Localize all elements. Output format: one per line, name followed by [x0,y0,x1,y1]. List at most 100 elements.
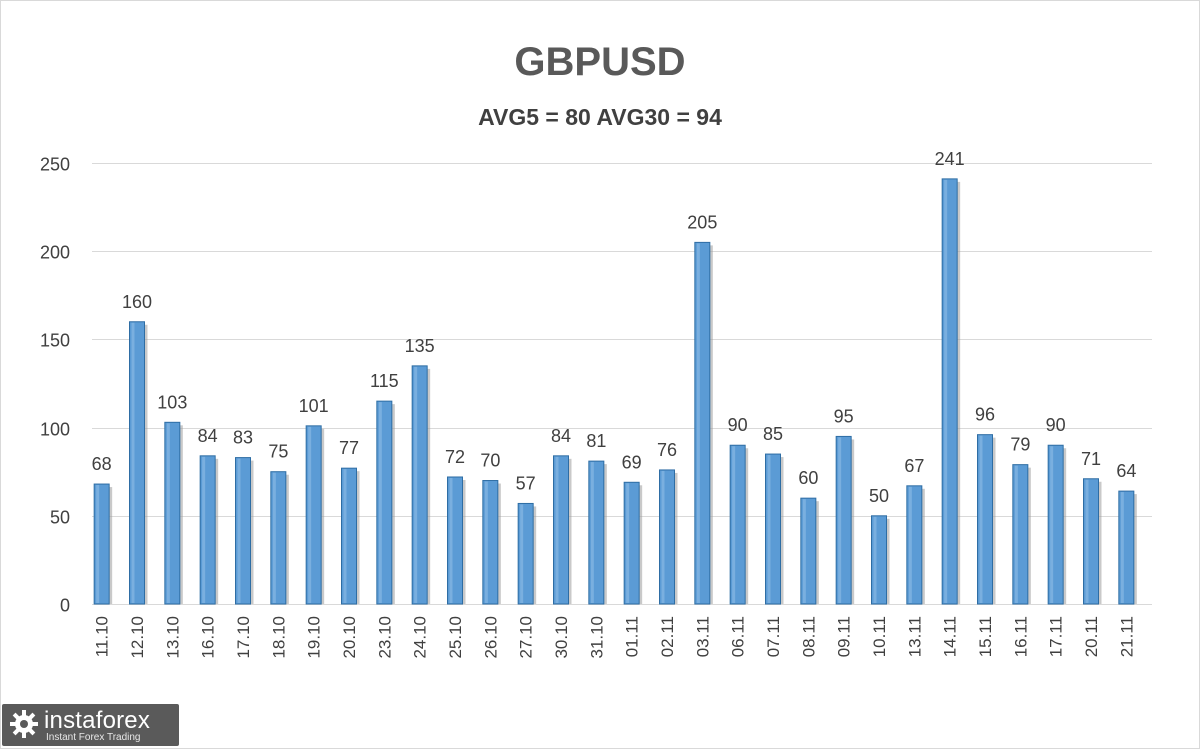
data-label: 84 [551,426,571,446]
data-label: 135 [405,336,435,356]
x-tick-label: 17.11 [1047,616,1066,657]
bar-highlight [520,504,524,603]
watermark-name: instaforex [44,707,151,734]
x-tick-label: 20.10 [340,616,359,659]
bars [93,178,1137,605]
bar-highlight [555,456,559,603]
x-tick-label: 18.10 [269,616,288,659]
data-label: 60 [798,468,818,488]
data-label: 83 [233,428,253,448]
bar-highlight [131,322,135,603]
x-tick-label: 31.10 [587,616,606,659]
bar-highlight [802,499,806,603]
x-tick-label: 20.11 [1082,616,1101,657]
y-tick-label: 150 [40,331,70,351]
data-label: 68 [92,454,112,474]
data-label: 115 [370,371,399,391]
bar-highlight [1050,446,1054,603]
data-label: 160 [122,292,152,312]
x-tick-label: 21.11 [1117,616,1136,657]
bar-highlight [202,456,206,603]
data-label: 64 [1116,461,1136,481]
gridlines [92,163,1152,605]
data-label: 76 [657,440,677,460]
bar-highlight [449,477,453,603]
bar-highlight [626,483,630,603]
bar-highlight [343,469,347,603]
x-tick-label: 13.10 [163,616,182,659]
chart-title: GBPUSD [514,40,686,84]
bar-highlight [944,179,948,603]
data-label: 77 [339,438,359,458]
bar-highlight [838,437,842,603]
bar-highlight [237,458,241,603]
y-tick-label: 250 [40,155,70,175]
y-tick-label: 100 [40,420,70,440]
data-label: 95 [834,406,854,426]
y-tick-label: 50 [50,508,70,528]
data-label: 96 [975,405,995,425]
x-tick-label: 19.10 [305,616,324,659]
x-tick-label: 25.10 [446,616,465,659]
data-label: 90 [728,415,748,435]
chart-subtitle: AVG5 = 80 AVG30 = 94 [478,104,722,130]
x-tick-label: 27.10 [517,616,536,659]
bar-highlight [696,243,700,603]
data-label: 85 [763,424,783,444]
bar-highlight [414,366,418,603]
watermark-tagline: Instant Forex Trading [46,732,141,743]
data-label: 70 [480,451,500,471]
x-tick-label: 13.11 [905,616,924,657]
x-tick-label: 09.11 [835,616,854,657]
x-tick-label: 17.10 [234,616,253,659]
data-label: 205 [687,212,717,232]
data-label: 57 [516,473,536,493]
y-tick-label: 200 [40,243,70,263]
x-tick-label: 11.10 [93,616,112,657]
bar-highlight [1014,465,1018,603]
data-label: 103 [157,392,187,412]
gear-logo-icon [10,710,38,738]
x-tick-label: 10.11 [870,616,889,657]
data-label: 90 [1046,415,1066,435]
data-label: 84 [198,426,218,446]
bar-highlight [908,486,912,603]
data-label: 69 [622,452,642,472]
x-tick-label: 15.11 [976,616,995,657]
x-tick-label: 12.10 [128,616,147,659]
bar-highlight [96,485,100,603]
bar-highlight [308,426,312,603]
data-label: 67 [904,456,924,476]
x-tick-label: 08.11 [799,616,818,657]
bar-highlight [1120,492,1124,603]
x-tick-label: 01.11 [623,616,642,657]
x-tick-label: 03.11 [693,616,712,657]
y-tick-label: 0 [60,596,70,616]
bar-highlight [873,516,877,603]
data-label: 75 [268,442,288,462]
data-label: 81 [586,431,606,451]
bar-highlight [732,446,736,603]
x-tick-label: 30.10 [552,616,571,659]
data-label: 71 [1081,449,1101,469]
bar-highlight [272,472,276,603]
x-tick-label: 02.11 [658,616,677,657]
x-tick-label: 23.10 [375,616,394,659]
x-tick-label: 24.10 [411,616,430,659]
data-label: 241 [935,149,965,169]
bar-highlight [378,402,382,603]
bar-highlight [590,462,594,603]
data-label: 101 [299,396,329,416]
data-label: 50 [869,486,889,506]
data-label: 72 [445,447,465,467]
bar-highlight [1085,479,1089,603]
x-axis-labels: 11.10 12.10 13.10 16.10 17.10 18.10 19.10 20.10… [93,616,1137,659]
data-labels: 68 160 103 84 83 75 101 77 115 135 72 70 57 84 81 69 76 2… [92,149,1137,506]
x-tick-label: 06.11 [729,616,748,657]
x-tick-label: 07.11 [764,616,783,657]
watermark-logo: instaforex Instant Forex Trading [2,704,179,746]
bar-highlight [166,423,170,603]
x-tick-label: 16.11 [1011,616,1030,657]
